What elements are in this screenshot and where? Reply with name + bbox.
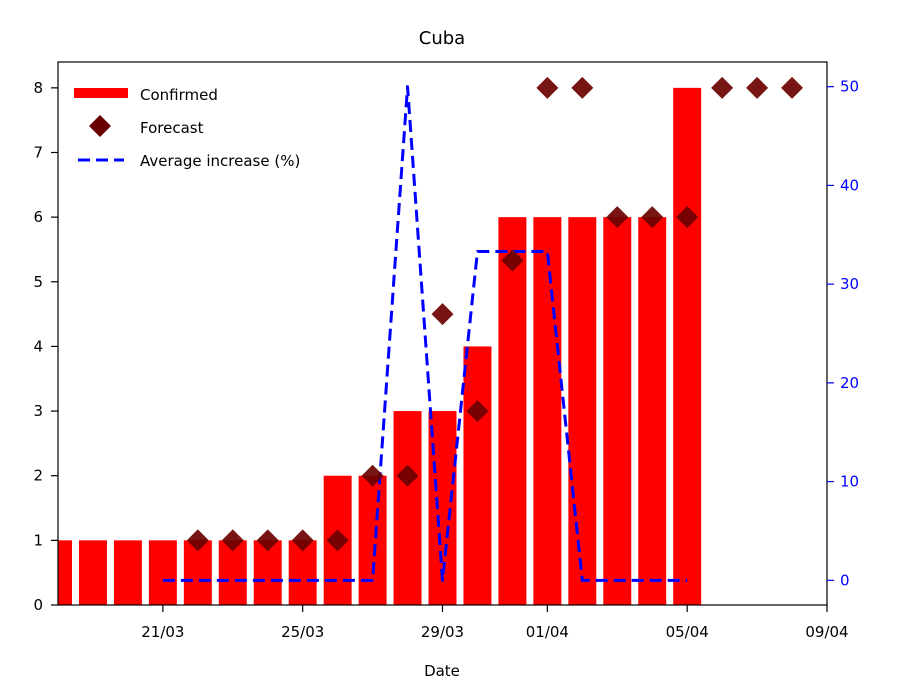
forecast-marker bbox=[606, 206, 629, 229]
bar-confirmed bbox=[533, 217, 562, 605]
forecast-marker bbox=[501, 249, 524, 272]
legend-marker-forecast bbox=[89, 115, 111, 137]
legend: Confirmed Forecast Average increase (%) bbox=[74, 86, 300, 170]
bar-confirmed bbox=[58, 540, 72, 605]
bar-confirmed bbox=[148, 540, 177, 605]
forecast-marker bbox=[571, 76, 594, 99]
forecast-markers bbox=[186, 76, 804, 552]
y-tick-label: 6 bbox=[33, 208, 43, 226]
bar-confirmed bbox=[358, 475, 387, 605]
x-tick-label: 29/03 bbox=[421, 623, 464, 641]
bar-confirmed bbox=[673, 87, 702, 606]
forecast-marker bbox=[431, 303, 454, 326]
y2-tick-label: 50 bbox=[840, 78, 859, 96]
y-tick-label: 8 bbox=[33, 79, 43, 97]
y-tick-label: 3 bbox=[33, 402, 43, 420]
y2-tick-label: 20 bbox=[840, 374, 859, 392]
average-increase-line bbox=[162, 85, 688, 582]
y2-tick-label: 0 bbox=[840, 571, 850, 589]
bar-confirmed bbox=[113, 540, 142, 605]
y-tick-label: 7 bbox=[33, 144, 43, 162]
forecast-marker bbox=[711, 76, 734, 99]
bar-confirmed bbox=[78, 540, 107, 605]
chart-title: Cuba bbox=[419, 28, 465, 49]
x-axis-label: Date bbox=[424, 662, 460, 680]
y-tick-label: 2 bbox=[33, 467, 43, 485]
forecast-marker bbox=[466, 400, 489, 423]
forecast-marker bbox=[676, 206, 699, 229]
forecast-marker bbox=[781, 76, 804, 99]
forecast-marker bbox=[361, 464, 384, 487]
bar-confirmed bbox=[463, 346, 492, 605]
forecast-marker bbox=[291, 529, 314, 552]
legend-label-confirmed: Confirmed bbox=[140, 86, 218, 104]
bar-confirmed bbox=[393, 411, 422, 605]
average-increase-line-group bbox=[162, 85, 688, 582]
y-axis-left: 0 1 2 3 4 5 6 7 8 bbox=[33, 79, 58, 614]
forecast-marker bbox=[746, 76, 769, 99]
y-tick-label: 0 bbox=[33, 596, 43, 614]
y-tick-label: 5 bbox=[33, 273, 43, 291]
bar-confirmed bbox=[603, 217, 632, 605]
bar-confirmed bbox=[638, 217, 667, 605]
bar-confirmed bbox=[498, 217, 527, 605]
forecast-marker bbox=[641, 206, 664, 229]
legend-label-average-increase: Average increase (%) bbox=[140, 152, 300, 170]
x-tick-label: 09/04 bbox=[805, 623, 848, 641]
forecast-marker bbox=[221, 529, 244, 552]
y-tick-label: 4 bbox=[33, 337, 43, 355]
x-tick-label: 05/04 bbox=[666, 623, 709, 641]
forecast-marker bbox=[186, 529, 209, 552]
forecast-marker bbox=[536, 76, 559, 99]
forecast-marker bbox=[396, 464, 419, 487]
y2-tick-label: 10 bbox=[840, 473, 859, 491]
forecast-marker bbox=[256, 529, 279, 552]
legend-label-forecast: Forecast bbox=[140, 119, 204, 137]
y2-tick-label: 40 bbox=[840, 176, 859, 194]
confirmed-bars bbox=[58, 87, 702, 606]
x-tick-label: 21/03 bbox=[141, 623, 184, 641]
y-axis-right: 0 10 20 30 40 50 bbox=[827, 78, 859, 589]
x-tick-label: 25/03 bbox=[281, 623, 324, 641]
forecast-marker bbox=[326, 529, 349, 552]
y2-tick-label: 30 bbox=[840, 275, 859, 293]
x-tick-label: 01/04 bbox=[526, 623, 569, 641]
x-axis: 21/03 25/03 29/03 01/04 05/04 09/04 bbox=[141, 605, 849, 641]
y-tick-label: 1 bbox=[33, 531, 43, 549]
bar-confirmed bbox=[568, 217, 597, 605]
legend-swatch-confirmed bbox=[74, 88, 128, 98]
